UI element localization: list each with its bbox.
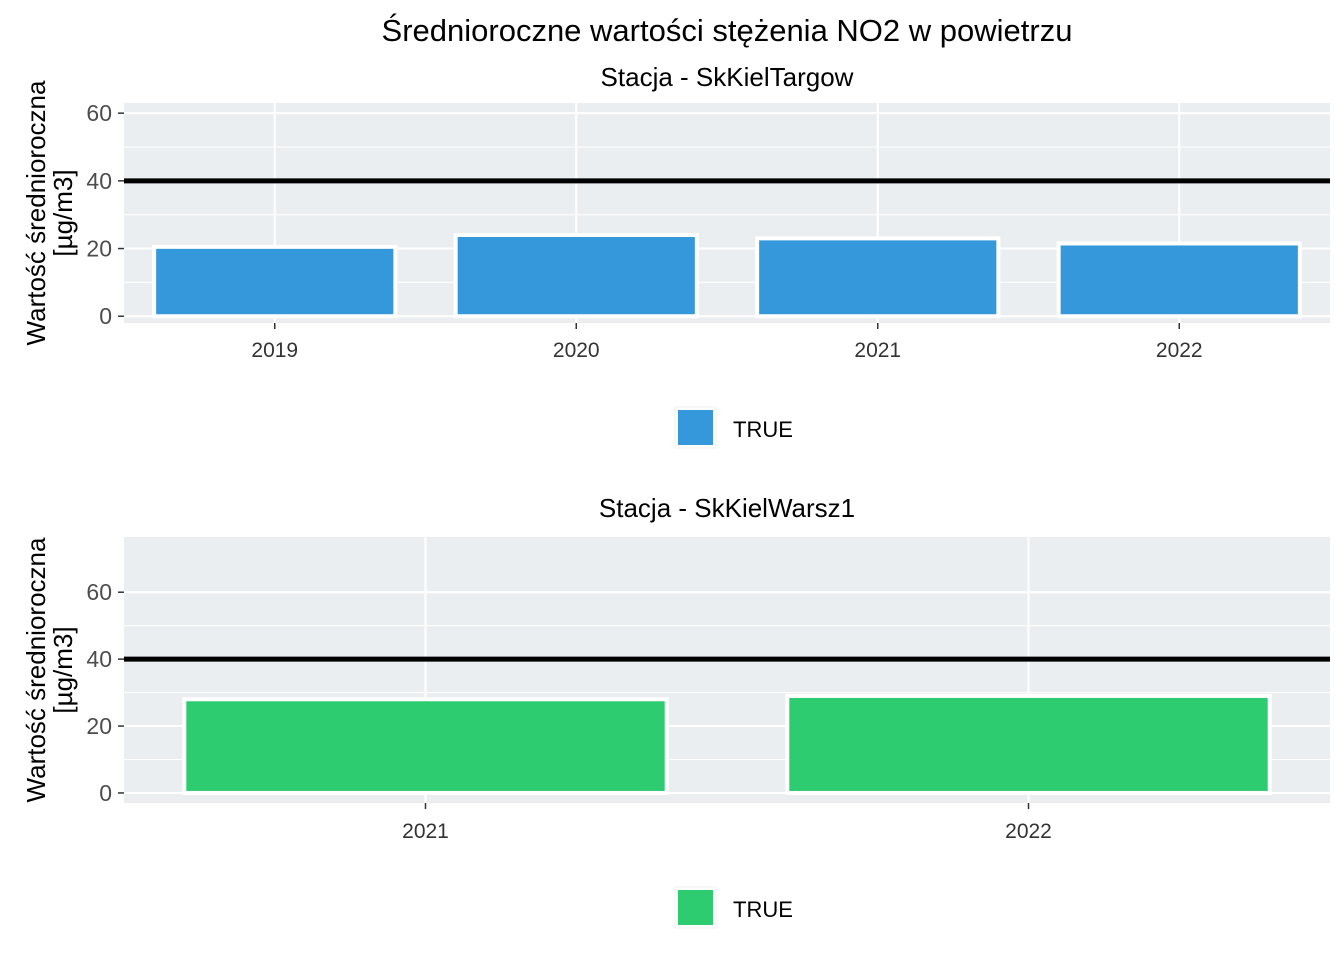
x-tick-label: 2021 (402, 820, 449, 843)
y-tick-label: 60 (86, 579, 112, 605)
chart-panel-1: Stacja - SkKielTargow 0 20 40 60 2019 2020 2021… (21, 62, 1330, 449)
x-tick-label: 2020 (553, 339, 600, 362)
y-axis-title: [µg/m3] (48, 626, 78, 713)
x-tick-label: 2019 (251, 339, 298, 362)
x-tick-label: 2022 (1005, 820, 1052, 843)
legend-key (678, 890, 713, 925)
bar-2022 (1056, 241, 1302, 319)
y-tick-label: 20 (86, 236, 112, 262)
y-tick-label: 20 (86, 713, 112, 739)
legend-key (678, 410, 713, 445)
x-tick-label: 2021 (854, 339, 901, 362)
bar-2021 (182, 697, 669, 795)
chart-panel-2: Stacja - SkKielWarsz1 0 20 40 60 2021 2022 Wart… (21, 493, 1330, 929)
legend-label: TRUE (733, 417, 793, 442)
bar-2021 (755, 236, 1001, 319)
y-tick-label: 40 (86, 646, 112, 672)
bar-2020 (453, 233, 699, 319)
y-axis-title: [µg/m3] (48, 169, 78, 256)
y-tick-label: 60 (86, 100, 112, 126)
bar-2019 (152, 244, 398, 319)
y-tick-label: 0 (99, 303, 112, 329)
legend-label: TRUE (733, 897, 793, 922)
panel-title: Stacja - SkKielWarsz1 (599, 493, 855, 523)
y-axis-title: Wartość średnioroczna (21, 537, 51, 802)
bar-2022 (785, 693, 1272, 795)
main-title: Średnioroczne wartości stężenia NO2 w po… (382, 12, 1073, 48)
y-axis-title: Wartość średnioroczna (21, 80, 51, 345)
y-tick-label: 0 (99, 780, 112, 806)
panel-title: Stacja - SkKielTargow (601, 62, 854, 92)
y-tick-label: 40 (86, 168, 112, 194)
x-tick-label: 2022 (1156, 339, 1203, 362)
